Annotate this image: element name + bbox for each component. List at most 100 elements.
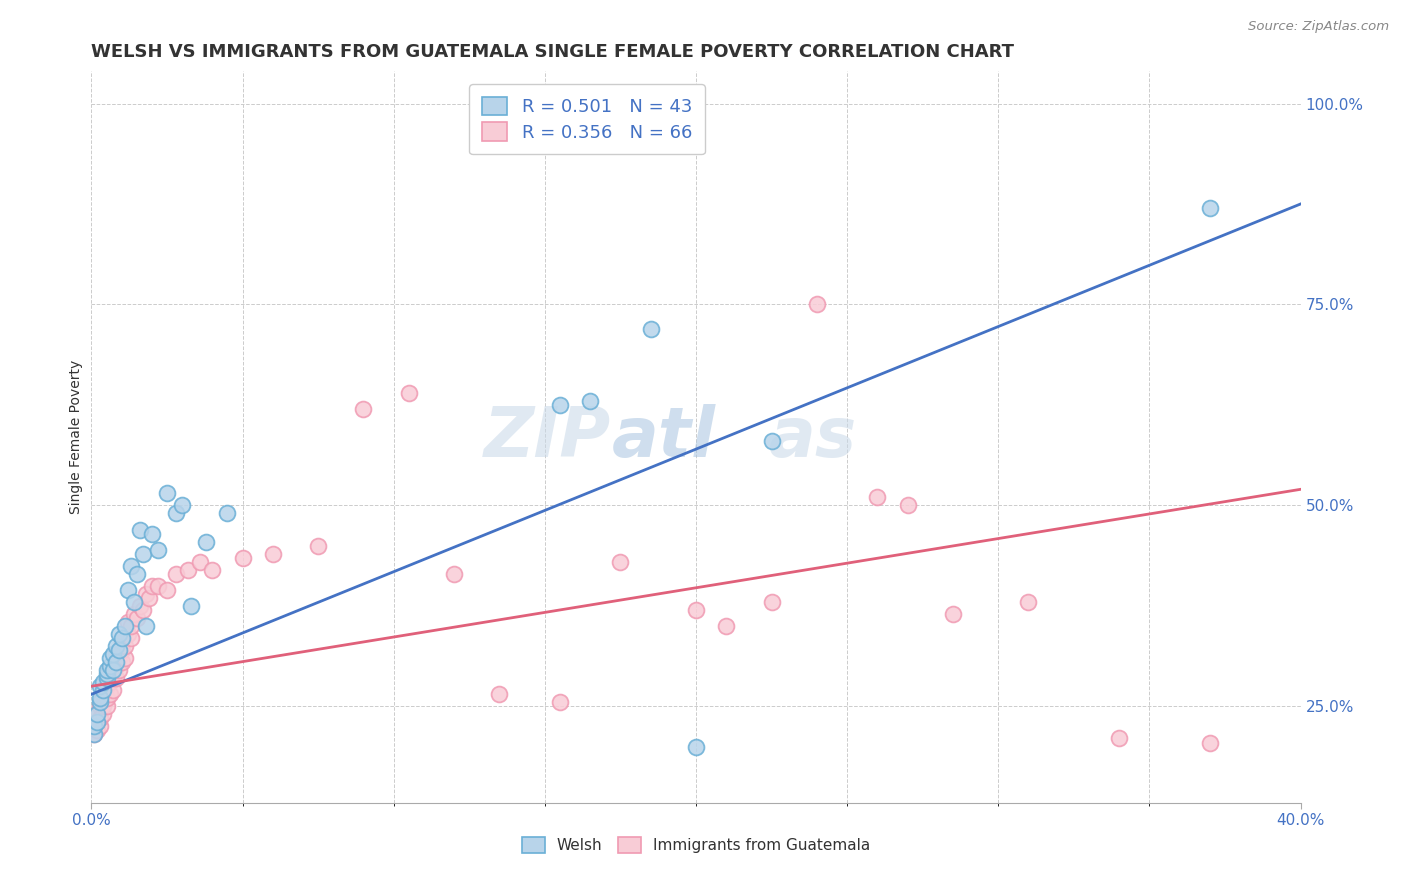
Text: Source: ZipAtlas.com: Source: ZipAtlas.com — [1249, 20, 1389, 33]
Point — [714, 619, 737, 633]
Point — [128, 523, 150, 537]
Point — [180, 599, 202, 613]
Point — [1108, 731, 1130, 746]
Point — [488, 687, 510, 701]
Point — [141, 526, 163, 541]
Point — [443, 566, 465, 581]
Point — [156, 582, 179, 597]
Point — [201, 563, 224, 577]
Point — [122, 607, 145, 621]
Point — [96, 699, 118, 714]
Text: atl: atl — [612, 403, 716, 471]
Point — [806, 297, 828, 311]
Point — [98, 651, 121, 665]
Point — [111, 643, 132, 657]
Point — [188, 555, 211, 569]
Point — [138, 591, 160, 605]
Point — [89, 711, 111, 725]
Point — [195, 534, 218, 549]
Point — [132, 603, 155, 617]
Point — [146, 542, 169, 557]
Point — [93, 675, 115, 690]
Point — [609, 555, 631, 569]
Point — [96, 663, 118, 677]
Point — [86, 715, 108, 730]
Point — [897, 499, 920, 513]
Text: ZIP: ZIP — [484, 403, 612, 471]
Point — [135, 587, 157, 601]
Point — [866, 491, 889, 505]
Point — [89, 719, 111, 733]
Point — [165, 507, 187, 521]
Point — [104, 659, 127, 673]
Point — [262, 547, 284, 561]
Point — [114, 619, 136, 633]
Point — [165, 566, 187, 581]
Point — [104, 647, 127, 661]
Point — [117, 582, 139, 597]
Point — [101, 671, 124, 685]
Point — [101, 663, 124, 677]
Point — [86, 707, 108, 722]
Point — [141, 579, 163, 593]
Point — [135, 619, 157, 633]
Point — [93, 687, 115, 701]
Point — [548, 695, 571, 709]
Point — [89, 699, 111, 714]
Point — [86, 715, 108, 730]
Point — [685, 739, 707, 754]
Point — [114, 639, 136, 653]
Point — [111, 635, 132, 649]
Point — [89, 691, 111, 706]
Point — [120, 558, 142, 573]
Point — [761, 595, 783, 609]
Point — [96, 679, 118, 693]
Point — [96, 671, 118, 685]
Point — [107, 643, 129, 657]
Point — [640, 321, 662, 335]
Point — [231, 550, 253, 565]
Point — [86, 723, 108, 738]
Point — [107, 663, 129, 677]
Point — [128, 599, 150, 613]
Point — [117, 615, 139, 629]
Point — [93, 699, 115, 714]
Point — [761, 434, 783, 449]
Point — [352, 401, 374, 416]
Y-axis label: Single Female Poverty: Single Female Poverty — [69, 360, 83, 514]
Point — [101, 659, 124, 673]
Point — [93, 707, 115, 722]
Point — [101, 647, 124, 661]
Point — [122, 595, 145, 609]
Point — [156, 486, 179, 500]
Point — [83, 727, 105, 741]
Point — [132, 547, 155, 561]
Point — [98, 687, 121, 701]
Point — [93, 683, 115, 698]
Text: WELSH VS IMMIGRANTS FROM GUATEMALA SINGLE FEMALE POVERTY CORRELATION CHART: WELSH VS IMMIGRANTS FROM GUATEMALA SINGL… — [91, 44, 1014, 62]
Point — [1018, 595, 1040, 609]
Point — [125, 611, 148, 625]
Point — [89, 695, 111, 709]
Legend: Welsh, Immigrants from Guatemala: Welsh, Immigrants from Guatemala — [516, 831, 876, 860]
Point — [96, 667, 118, 681]
Point — [107, 651, 129, 665]
Point — [177, 563, 200, 577]
Point — [146, 579, 169, 593]
Point — [101, 683, 124, 698]
Point — [942, 607, 965, 621]
Point — [83, 719, 105, 733]
Point — [548, 398, 571, 412]
Point — [83, 727, 105, 741]
Point — [114, 651, 136, 665]
Point — [1198, 735, 1220, 749]
Point — [307, 539, 329, 553]
Point — [96, 691, 118, 706]
Point — [104, 655, 127, 669]
Text: as: as — [769, 403, 856, 471]
Point — [86, 707, 108, 722]
Point — [120, 619, 142, 633]
Point — [89, 679, 111, 693]
Point — [579, 393, 602, 408]
Point — [107, 627, 129, 641]
